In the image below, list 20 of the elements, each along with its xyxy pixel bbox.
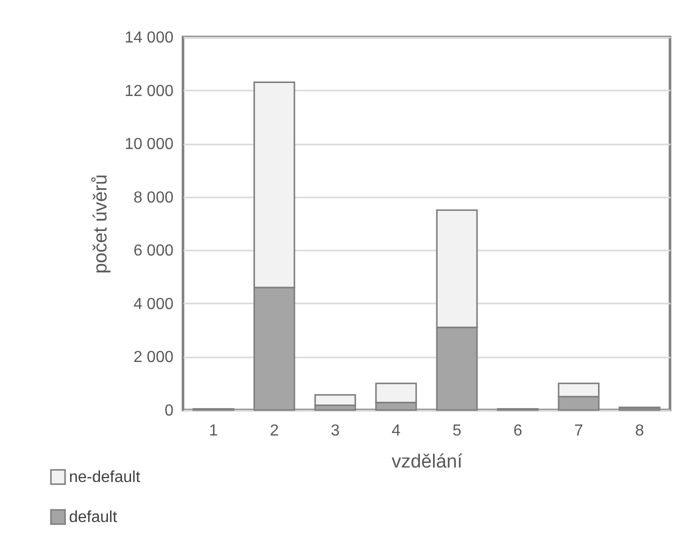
y-tick-label: 2 000 xyxy=(133,349,174,366)
x-tick-label: 4 xyxy=(392,422,401,440)
x-tick-label: 3 xyxy=(330,422,340,440)
y-tick-label: 14 000 xyxy=(124,30,174,46)
legend-label: default xyxy=(69,509,118,526)
legend-label: ne-default xyxy=(69,469,141,486)
y-tick-label: 6 000 xyxy=(133,242,174,260)
x-tick-label: 6 xyxy=(513,422,522,440)
y-tick-label: 4 000 xyxy=(133,296,174,313)
x-tick-label: 2 xyxy=(270,422,279,440)
y-tick-label: 8 000 xyxy=(133,189,174,206)
y-tick-label: 12 000 xyxy=(124,82,174,100)
x-tick-label: 5 xyxy=(452,422,462,440)
y-tick-label: 0 xyxy=(164,402,174,420)
x-tick-label: 1 xyxy=(208,422,218,440)
x-tick-label: 7 xyxy=(574,422,584,440)
x-tick-label: 8 xyxy=(635,422,644,440)
y-tick-label: 10 000 xyxy=(124,136,174,154)
x-axis-title: vzdělání xyxy=(392,452,464,472)
y-axis-title: počet úvěrů xyxy=(90,174,112,274)
